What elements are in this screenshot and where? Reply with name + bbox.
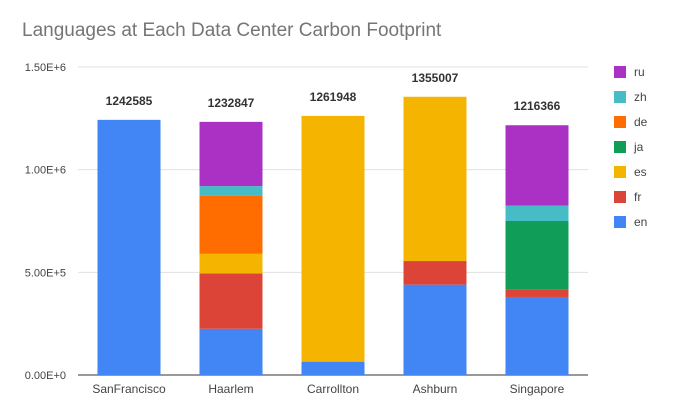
- legend-label: en: [634, 214, 648, 229]
- y-tick-label: 1.50E+6: [25, 62, 66, 74]
- x-tick-label: Carrollton: [307, 382, 359, 396]
- bar-segment-en: [505, 296, 569, 375]
- legend-item-ja: ja: [614, 134, 647, 159]
- bar-segment-zh: [199, 186, 263, 196]
- bar-segment-es: [301, 115, 365, 362]
- bar-segment-en: [403, 284, 467, 375]
- bar-segment-ja: [505, 221, 569, 290]
- legend-item-es: es: [614, 159, 647, 184]
- bar-segment-en: [301, 361, 365, 375]
- legend-swatch: [614, 65, 626, 78]
- bar-segment-fr: [199, 273, 263, 329]
- legend-label: ru: [634, 64, 645, 79]
- legend-swatch: [614, 215, 626, 228]
- x-tick-label: Singapore: [510, 382, 565, 396]
- legend-label: fr: [634, 189, 642, 204]
- bar-total-label: 1355007: [412, 71, 459, 85]
- y-tick-label: 1.00E+6: [25, 165, 66, 177]
- y-tick-label: 5.00E+5: [25, 267, 66, 279]
- legend-label: es: [634, 164, 647, 179]
- legend-label: zh: [634, 89, 647, 104]
- bar-segment-zh: [505, 205, 569, 221]
- bar-total-label: 1261948: [310, 90, 357, 104]
- legend-item-ru: ru: [614, 59, 647, 84]
- bar-segment-ru: [199, 121, 263, 187]
- legend-swatch: [614, 90, 626, 103]
- legend-swatch: [614, 140, 626, 153]
- legend-item-en: en: [614, 209, 647, 234]
- bar-segment-de: [199, 195, 263, 254]
- legend-swatch: [614, 165, 626, 178]
- chart-legend: ru zh de ja es fr en: [614, 59, 647, 234]
- bar-segment-fr: [505, 289, 569, 297]
- bar-total-label: 1216366: [514, 99, 561, 113]
- y-tick-label: 0.00E+0: [25, 370, 66, 382]
- legend-label: ja: [634, 139, 644, 154]
- legend-label: de: [634, 114, 648, 129]
- bar-segment-fr: [403, 261, 467, 285]
- legend-item-de: de: [614, 109, 647, 134]
- chart-title: Languages at Each Data Center Carbon Foo…: [22, 20, 442, 41]
- legend-item-fr: fr: [614, 184, 647, 209]
- legend-item-zh: zh: [614, 84, 647, 109]
- legend-swatch: [614, 190, 626, 203]
- bar-segment-ru: [505, 125, 569, 206]
- x-tick-label: SanFrancisco: [92, 382, 166, 396]
- legend-swatch: [614, 115, 626, 128]
- bar-total-label: 1242585: [106, 94, 153, 108]
- x-tick-label: Haarlem: [208, 382, 253, 396]
- x-tick-label: Ashburn: [413, 382, 458, 396]
- bar-segment-en: [97, 119, 161, 375]
- bar-total-label: 1232847: [208, 96, 255, 110]
- bar-segment-en: [199, 328, 263, 375]
- bar-segment-es: [199, 253, 263, 274]
- bar-segment-es: [403, 96, 467, 262]
